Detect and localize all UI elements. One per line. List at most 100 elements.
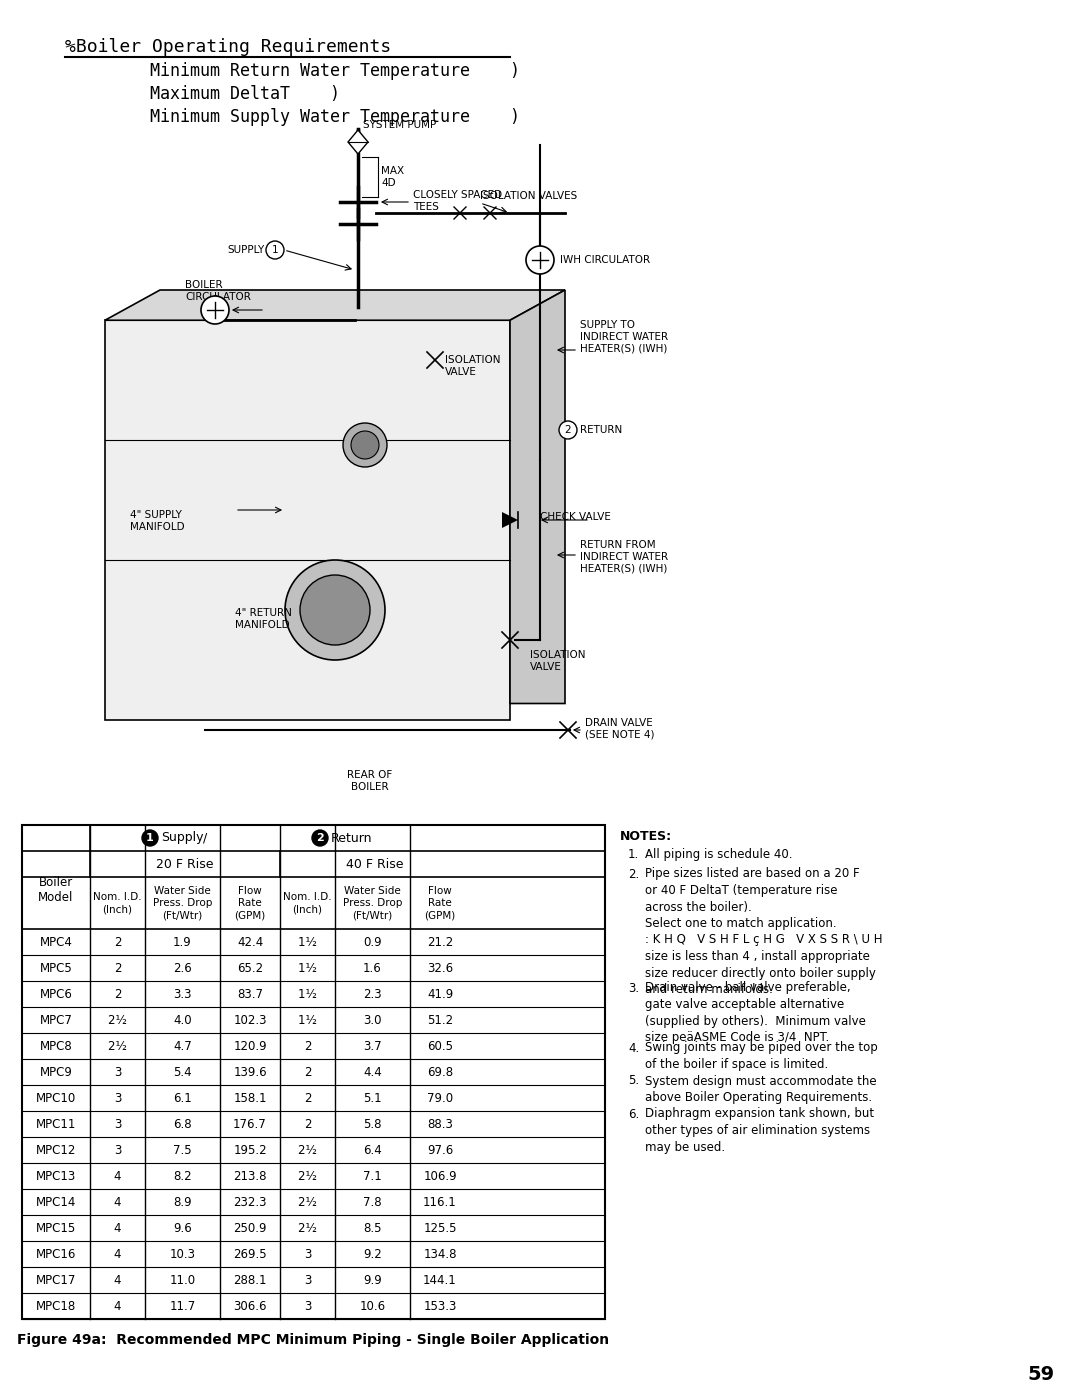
Text: 2: 2: [316, 833, 324, 842]
Circle shape: [266, 242, 284, 258]
Text: 7.5: 7.5: [173, 1144, 192, 1157]
Text: 4.7: 4.7: [173, 1039, 192, 1052]
Text: 3.: 3.: [627, 982, 639, 995]
Text: MPC8: MPC8: [40, 1039, 72, 1052]
Text: 2: 2: [303, 1091, 311, 1105]
Text: 120.9: 120.9: [233, 1039, 267, 1052]
Text: 69.8: 69.8: [427, 1066, 454, 1078]
Bar: [22, 826, 605, 1319]
Text: Drain valve - ball valve preferable,
gate valve acceptable alternative
(supplied: Drain valve - ball valve preferable, gat…: [645, 982, 866, 1044]
Text: 83.7: 83.7: [237, 988, 264, 1000]
Text: 4: 4: [113, 1196, 121, 1208]
Text: 2: 2: [303, 1118, 311, 1130]
Text: 4" SUPPLY
MANIFOLD: 4" SUPPLY MANIFOLD: [130, 510, 185, 532]
Text: MPC12: MPC12: [36, 1144, 77, 1157]
Text: 250.9: 250.9: [233, 1221, 267, 1235]
Text: IWH CIRCULATOR: IWH CIRCULATOR: [561, 256, 650, 265]
Text: 2: 2: [113, 936, 121, 949]
Text: ISOLATION
VALVE: ISOLATION VALVE: [530, 650, 585, 672]
Text: 11.7: 11.7: [170, 1299, 195, 1313]
Polygon shape: [348, 130, 368, 154]
Text: Flow
Rate
(GPM): Flow Rate (GPM): [424, 886, 456, 921]
Text: MPC6: MPC6: [40, 988, 72, 1000]
Polygon shape: [510, 291, 565, 704]
Text: 2⁠½: 2⁠½: [298, 1221, 316, 1235]
Text: 7.8: 7.8: [363, 1196, 382, 1208]
Text: Maximum DeltaT    ): Maximum DeltaT ): [110, 85, 340, 103]
Text: MPC7: MPC7: [40, 1013, 72, 1027]
Text: 2: 2: [303, 1066, 311, 1078]
Text: 8.5: 8.5: [363, 1221, 381, 1235]
Text: MPC4: MPC4: [40, 936, 72, 949]
Text: 4: 4: [113, 1248, 121, 1260]
Text: 5.4: 5.4: [173, 1066, 192, 1078]
Circle shape: [300, 576, 370, 645]
Text: 3.7: 3.7: [363, 1039, 382, 1052]
Circle shape: [201, 296, 229, 324]
Text: Supply: Supply: [161, 831, 203, 845]
Text: 6.1: 6.1: [173, 1091, 192, 1105]
Text: All piping is schedule 40.: All piping is schedule 40.: [645, 848, 793, 861]
Text: 3: 3: [303, 1299, 311, 1313]
Text: RETURN FROM
INDIRECT WATER
HEATER(S) (IWH): RETURN FROM INDIRECT WATER HEATER(S) (IW…: [580, 541, 669, 573]
Bar: [105, 320, 510, 719]
Text: MPC17: MPC17: [36, 1274, 77, 1287]
Text: MAX
4D: MAX 4D: [381, 166, 404, 187]
Text: 4.: 4.: [627, 1042, 639, 1055]
Text: 32.6: 32.6: [427, 961, 454, 975]
Text: SYSTEM PUMP: SYSTEM PUMP: [363, 120, 436, 130]
Text: 1⁠½: 1⁠½: [298, 961, 316, 975]
Text: 3: 3: [303, 1274, 311, 1287]
Text: 269.5: 269.5: [233, 1248, 267, 1260]
Circle shape: [526, 246, 554, 274]
Text: 232.3: 232.3: [233, 1196, 267, 1208]
Text: Return: Return: [330, 831, 373, 845]
Text: 2: 2: [113, 961, 121, 975]
Text: MPC16: MPC16: [36, 1248, 77, 1260]
Text: Figure 49a:  Recommended MPC Minimum Piping - Single Boiler Application: Figure 49a: Recommended MPC Minimum Pipi…: [17, 1333, 609, 1347]
Text: MPC13: MPC13: [36, 1169, 76, 1182]
Text: 176.7: 176.7: [233, 1118, 267, 1130]
Text: 6.4: 6.4: [363, 1144, 382, 1157]
Text: Water Side
Press. Drop
(Ft/Wtr): Water Side Press. Drop (Ft/Wtr): [152, 886, 212, 921]
Circle shape: [343, 423, 387, 467]
Circle shape: [559, 420, 577, 439]
Text: SUPPLY: SUPPLY: [228, 244, 265, 256]
Text: System design must accommodate the
above Boiler Operating Requirements.: System design must accommodate the above…: [645, 1074, 877, 1104]
Text: 1: 1: [272, 244, 279, 256]
Text: 11.0: 11.0: [170, 1274, 195, 1287]
Text: CLOSELY SPACED
TEES: CLOSELY SPACED TEES: [413, 190, 502, 211]
Text: BOILER
CIRCULATOR: BOILER CIRCULATOR: [185, 279, 251, 302]
Text: 158.1: 158.1: [233, 1091, 267, 1105]
Text: 51.2: 51.2: [427, 1013, 454, 1027]
Text: 59: 59: [1028, 1365, 1055, 1384]
Text: 7.1: 7.1: [363, 1169, 382, 1182]
Text: 21.2: 21.2: [427, 936, 454, 949]
Text: 6.8: 6.8: [173, 1118, 192, 1130]
Text: 125.5: 125.5: [423, 1221, 457, 1235]
Text: 1⁠½: 1⁠½: [298, 1013, 316, 1027]
Text: 153.3: 153.3: [423, 1299, 457, 1313]
Text: 88.3: 88.3: [427, 1118, 453, 1130]
Text: %Boiler Operating Requirements: %Boiler Operating Requirements: [65, 38, 391, 56]
Text: 106.9: 106.9: [423, 1169, 457, 1182]
Text: 2: 2: [113, 988, 121, 1000]
Text: /: /: [203, 831, 207, 845]
Text: 4: 4: [113, 1274, 121, 1287]
Text: 288.1: 288.1: [233, 1274, 267, 1287]
Text: 1⁠½: 1⁠½: [298, 936, 316, 949]
Text: 8.2: 8.2: [173, 1169, 192, 1182]
Text: 4: 4: [113, 1221, 121, 1235]
Text: MPC15: MPC15: [36, 1221, 76, 1235]
Text: Minimum Return Water Temperature    ): Minimum Return Water Temperature ): [110, 61, 519, 80]
Text: MPC11: MPC11: [36, 1118, 77, 1130]
Text: 4.4: 4.4: [363, 1066, 382, 1078]
Text: Nom. I.D.
(Inch): Nom. I.D. (Inch): [93, 891, 141, 914]
Text: 195.2: 195.2: [233, 1144, 267, 1157]
Text: 2.: 2.: [627, 868, 639, 880]
Text: 1⁠½: 1⁠½: [298, 988, 316, 1000]
Text: 65.2: 65.2: [237, 961, 264, 975]
Text: 41.9: 41.9: [427, 988, 454, 1000]
Text: REAR OF
BOILER: REAR OF BOILER: [348, 770, 393, 792]
Text: 9.2: 9.2: [363, 1248, 382, 1260]
